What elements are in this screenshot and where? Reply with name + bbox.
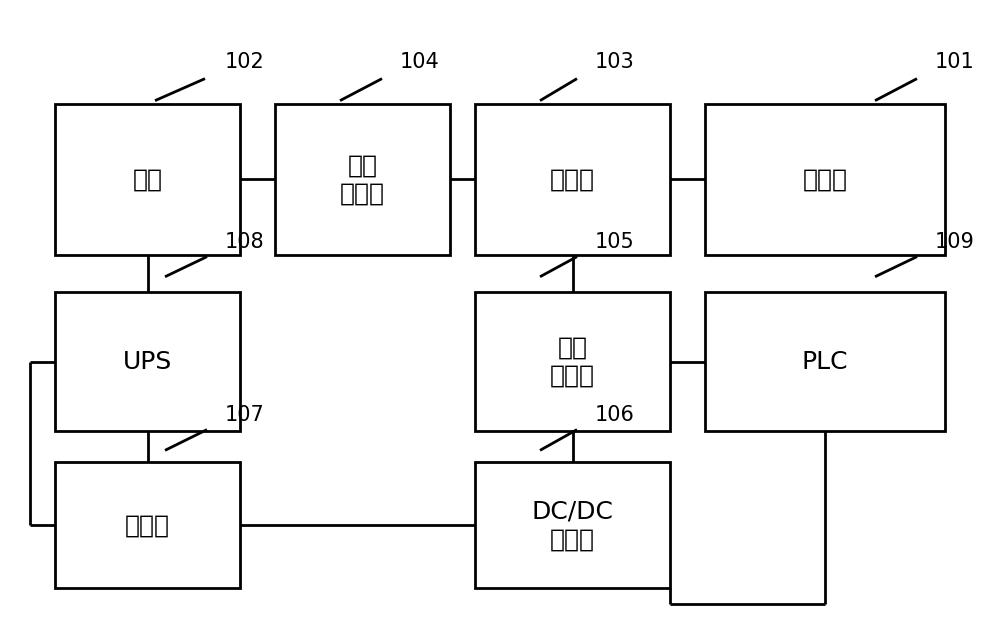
Text: PLC: PLC [802, 350, 848, 374]
Text: 106: 106 [595, 404, 635, 425]
Text: 变频器: 变频器 [550, 167, 595, 191]
Text: 101: 101 [935, 52, 975, 72]
Text: DC/DC
转换器: DC/DC 转换器 [532, 499, 613, 551]
Text: 第一
接触器: 第一 接触器 [340, 153, 385, 205]
Bar [275, 104, 450, 255]
Bar [55, 462, 240, 588]
Bar [55, 104, 240, 255]
Text: 电源: 电源 [132, 167, 162, 191]
Bar [475, 104, 670, 255]
Text: 103: 103 [595, 52, 635, 72]
Text: 109: 109 [935, 231, 975, 252]
Text: 蓄电池: 蓄电池 [125, 513, 170, 537]
Text: UPS: UPS [123, 350, 172, 374]
Text: 107: 107 [225, 404, 265, 425]
Text: 105: 105 [595, 231, 635, 252]
Text: 102: 102 [225, 52, 265, 72]
Bar [705, 292, 945, 431]
Text: 108: 108 [225, 231, 265, 252]
Text: 104: 104 [400, 52, 440, 72]
Text: 鼓风机: 鼓风机 [802, 167, 848, 191]
Bar [55, 292, 240, 431]
Bar [475, 292, 670, 431]
Bar [475, 462, 670, 588]
Text: 第二
接触器: 第二 接触器 [550, 336, 595, 387]
Bar [705, 104, 945, 255]
